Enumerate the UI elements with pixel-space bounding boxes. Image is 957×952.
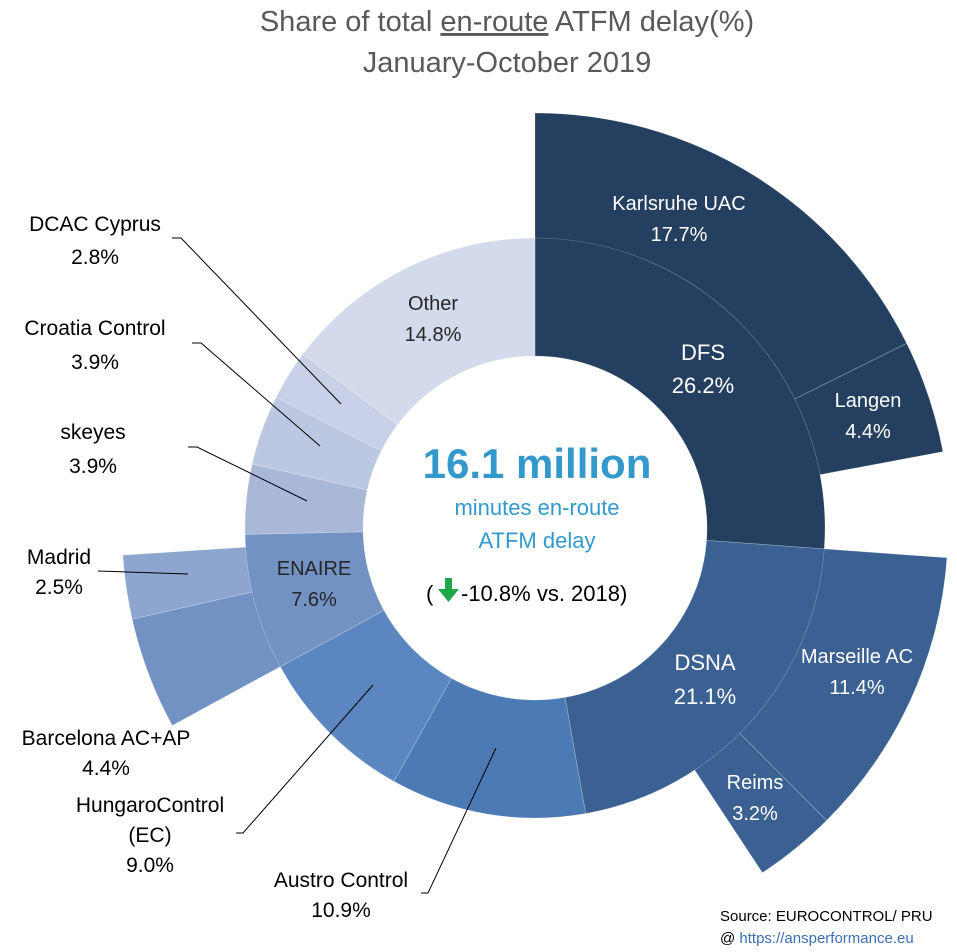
leader-cyprus <box>172 237 342 405</box>
label-croatia-name: Croatia Control <box>24 317 165 340</box>
center-subtitle-1: minutes en-route <box>454 495 619 520</box>
label-madrid-name: Madrid <box>27 546 91 569</box>
label-marseille-name: Marseille AC <box>801 646 913 668</box>
label-cyprus-value: 2.8% <box>71 246 119 269</box>
leader-hungaro <box>236 684 374 834</box>
label-barcelona-name: Barcelona AC+AP <box>22 727 191 750</box>
label-skeyes-value: 3.9% <box>69 455 117 478</box>
outer-labels: Karlsruhe UAC 17.7% Langen 4.4% Marseill… <box>612 193 913 825</box>
inner-segment-skeyes <box>244 463 368 535</box>
label-karlsruhe-value: 17.7% <box>651 224 708 246</box>
inner-segment-dcac-cyprus <box>275 353 398 451</box>
label-langen-name: Langen <box>835 390 902 412</box>
label-austro-name: Austro Control <box>274 869 408 892</box>
label-other-name: Other <box>408 293 458 315</box>
label-austro-value: 10.9% <box>311 899 371 922</box>
label-dsna-value: 21.1% <box>674 684 736 709</box>
inner-segment-other <box>302 237 536 426</box>
leader-skeyes <box>188 446 308 502</box>
label-reims-value: 3.2% <box>732 803 778 825</box>
label-other-value: 14.8% <box>405 324 462 346</box>
label-langen-value: 4.4% <box>845 421 891 443</box>
center-summary: 16.1 million minutes en-route ATFM delay… <box>423 440 652 606</box>
label-croatia-value: 3.9% <box>71 351 119 374</box>
label-madrid-value: 2.5% <box>35 576 83 599</box>
source-link[interactable]: https://ansperformance.eu <box>739 930 913 947</box>
label-dfs-value: 26.2% <box>672 373 734 398</box>
center-comparison-open: ( <box>426 581 434 606</box>
label-hungaro-name-2: (EC) <box>128 824 171 847</box>
title-underlined-word: en-route <box>440 6 548 38</box>
label-karlsruhe-name: Karlsruhe UAC <box>612 193 745 215</box>
label-skeyes-name: skeyes <box>60 421 125 444</box>
leader-austro <box>421 747 497 894</box>
label-dsna-name: DSNA <box>674 650 735 675</box>
chart-title-line1: Share of total en-route ATFM delay(%) <box>260 6 754 38</box>
inner-segment-austro-control <box>393 677 587 819</box>
source-text: Source: EUROCONTROL/ PRU <box>720 908 933 925</box>
center-comparison-value: -10.8% vs. 2018) <box>461 581 627 606</box>
center-subtitle-2: ATFM delay <box>479 528 596 553</box>
inner-labels: DFS 26.2% DSNA 21.1% ENAIRE 7.6% Other 1… <box>277 293 736 709</box>
label-dfs-name: DFS <box>681 340 725 365</box>
label-enaire-name: ENAIRE <box>277 558 351 580</box>
label-marseille-value: 11.4% <box>829 677 884 699</box>
label-reims-name: Reims <box>727 772 784 794</box>
leader-croatia <box>192 342 321 447</box>
down-arrow-icon <box>438 578 459 602</box>
inner-segment-dsna <box>564 540 825 814</box>
center-total: 16.1 million <box>423 440 652 487</box>
source-link-line: @ https://ansperformance.eu <box>720 930 914 947</box>
label-barcelona-value: 4.4% <box>82 757 130 780</box>
inner-segment-dfs <box>534 237 826 550</box>
label-cyprus-name: DCAC Cyprus <box>29 213 161 236</box>
leader-madrid <box>97 570 189 575</box>
label-enaire-value: 7.6% <box>291 589 337 611</box>
inner-segment-hungarocontrol-ec <box>279 609 452 782</box>
ring-segments <box>122 112 948 874</box>
chart-title-line2: January-October 2019 <box>363 47 652 79</box>
outside-labels: DCAC Cyprus 2.8% Croatia Control 3.9% sk… <box>22 213 497 922</box>
label-hungaro-name-1: HungaroControl <box>76 794 224 817</box>
label-hungaro-value: 9.0% <box>126 854 174 877</box>
